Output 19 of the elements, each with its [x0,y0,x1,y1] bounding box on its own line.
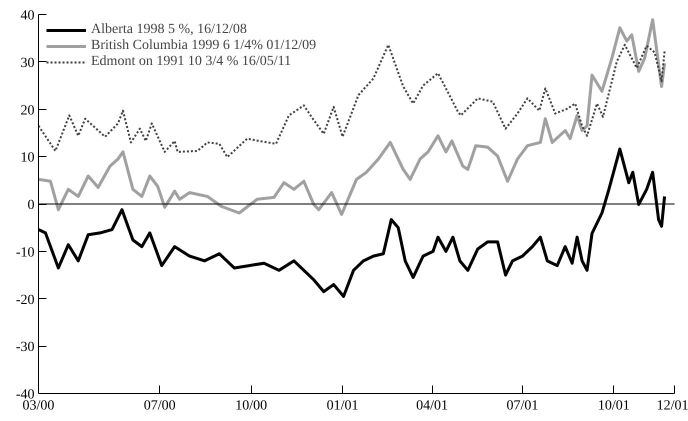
y-tick-label: 10 [20,150,34,166]
x-tick-label: 12/01 [656,398,688,414]
y-tick-label: 30 [20,56,34,71]
legend-label: Alberta 1998 5 %, 16/12/08 [91,22,247,38]
y-tick-label: 20 [20,103,34,118]
x-tick-label: 03/00 [22,398,54,414]
legend-label: British Columbia 1999 6 1/4% 01/12/09 [91,38,316,54]
x-tick-label: 10/00 [235,398,268,414]
x-tick-label: 01/01 [326,398,359,414]
y-tick-label: 40 [20,8,34,24]
x-tick-label: 07/00 [144,398,176,414]
legend-label: Edmont on 1991 10 3/4 % 16/05/11 [91,54,292,70]
x-tick-label: 04/01 [416,398,448,414]
y-tick-label: -10 [16,245,35,260]
y-tick-label: 0 [28,198,34,213]
x-tick-label: 07/01 [506,398,538,414]
x-tick-label: 10/01 [598,398,630,414]
y-tick-label: -20 [16,292,35,308]
y-tick-label: -30 [16,340,35,356]
